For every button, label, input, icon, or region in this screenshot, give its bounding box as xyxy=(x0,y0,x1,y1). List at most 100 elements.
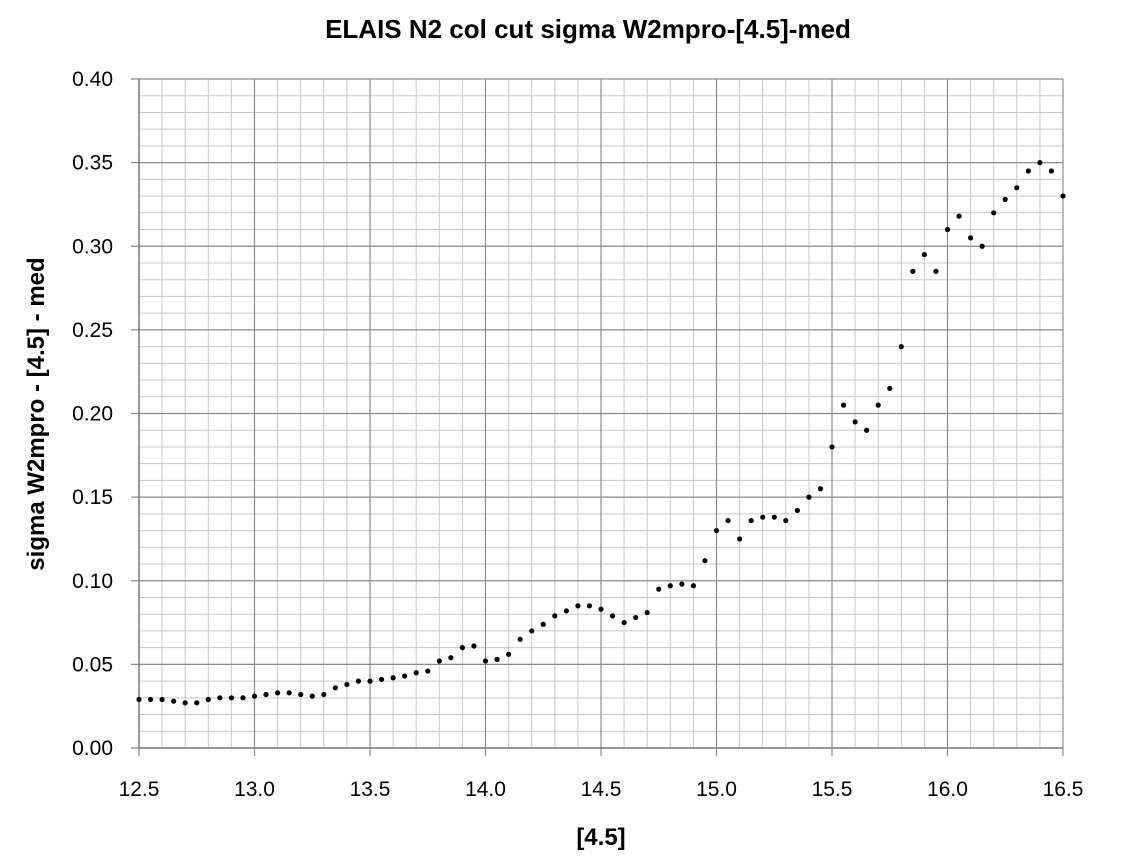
data-point xyxy=(656,586,662,592)
data-point xyxy=(898,344,904,350)
data-point xyxy=(621,619,627,626)
data-point xyxy=(910,268,916,274)
data-point xyxy=(251,693,258,699)
data-point xyxy=(171,698,177,704)
data-point xyxy=(783,517,789,524)
data-point xyxy=(344,681,350,688)
data-point xyxy=(240,695,246,701)
x-tick-label: 13.5 xyxy=(350,778,391,801)
y-tick-label: 0.15 xyxy=(72,486,113,509)
data-point xyxy=(575,603,581,609)
data-point xyxy=(263,691,269,698)
data-point xyxy=(563,608,569,614)
data-point xyxy=(933,268,939,274)
data-point xyxy=(979,243,985,249)
data-point xyxy=(448,655,454,661)
data-point xyxy=(991,210,997,216)
major-grid xyxy=(131,78,1064,756)
data-point xyxy=(1037,160,1043,166)
data-point xyxy=(275,690,281,696)
data-point xyxy=(321,691,327,698)
y-tick-label: 0.00 xyxy=(72,737,113,760)
x-tick-labels: 12.5 13.0 13.5 14.0 14.5 15.0 15.5 16.0 16.5 xyxy=(119,778,1084,801)
x-axis-title: [4.5] xyxy=(576,824,625,851)
x-tick-label: 15.5 xyxy=(812,778,853,801)
data-point xyxy=(794,507,800,514)
x-tick-label: 14.5 xyxy=(581,778,622,801)
data-point xyxy=(702,558,708,564)
data-point xyxy=(921,252,928,258)
data-point xyxy=(806,494,812,500)
data-point xyxy=(194,700,200,706)
data-point xyxy=(609,613,616,619)
y-tick-labels: 0.00 0.05 0.10 0.15 0.20 0.25 0.30 0.35 0.40 xyxy=(72,68,113,760)
data-point xyxy=(136,696,142,703)
data-point xyxy=(494,656,500,662)
data-point xyxy=(586,603,593,609)
data-point xyxy=(298,691,304,698)
data-point xyxy=(159,696,165,703)
data-point xyxy=(332,685,338,691)
data-point xyxy=(1002,196,1008,203)
data-point xyxy=(748,517,754,524)
data-point xyxy=(667,583,673,589)
data-point xyxy=(760,514,766,520)
y-tick-label: 0.25 xyxy=(72,319,113,342)
data-point xyxy=(1014,185,1020,191)
x-tick-label: 16.0 xyxy=(927,778,968,801)
data-point xyxy=(482,658,489,664)
data-point xyxy=(355,678,362,684)
y-tick-label: 0.10 xyxy=(72,570,113,593)
data-point xyxy=(644,609,650,616)
data-point xyxy=(713,527,720,534)
y-tick-label: 0.30 xyxy=(72,235,113,258)
data-point xyxy=(552,613,558,619)
data-point xyxy=(1025,168,1031,174)
data-point xyxy=(517,636,523,642)
x-tick-label: 16.5 xyxy=(1043,778,1084,801)
data-point xyxy=(679,581,685,587)
data-point xyxy=(737,536,743,542)
x-tick-label: 13.0 xyxy=(234,778,275,801)
data-point xyxy=(725,517,731,524)
data-point xyxy=(771,514,777,520)
data-point xyxy=(436,658,442,664)
data-point xyxy=(1048,168,1055,174)
data-point xyxy=(829,444,835,450)
x-tick-label: 15.0 xyxy=(696,778,737,801)
y-tick-label: 0.20 xyxy=(72,403,113,426)
data-point xyxy=(633,614,639,621)
data-point xyxy=(817,486,824,492)
data-point xyxy=(413,670,419,676)
data-point xyxy=(286,690,292,696)
data-point xyxy=(217,695,223,701)
data-point xyxy=(864,427,870,433)
data-point xyxy=(228,695,234,701)
chart-title: ELAIS N2 col cut sigma W2mpro-[4.5]-med xyxy=(325,14,851,44)
y-tick-label: 0.40 xyxy=(72,68,113,91)
data-point xyxy=(690,583,697,589)
x-tick-label: 12.5 xyxy=(119,778,160,801)
data-point xyxy=(944,226,951,233)
data-point xyxy=(378,676,385,683)
data-point xyxy=(875,402,881,408)
data-point xyxy=(367,678,373,684)
y-axis-title: sigma W2mpro - [4.5] - med xyxy=(23,257,50,570)
axes xyxy=(138,79,1063,749)
data-point xyxy=(425,668,431,674)
data-point xyxy=(598,606,604,612)
y-tick-label: 0.35 xyxy=(72,152,113,175)
data-point xyxy=(1060,193,1066,199)
y-tick-label: 0.05 xyxy=(72,653,113,676)
data-point xyxy=(471,643,477,649)
data-point xyxy=(182,700,188,706)
data-points xyxy=(136,160,1066,706)
data-point xyxy=(459,645,465,651)
data-point xyxy=(205,696,211,703)
data-point xyxy=(309,693,315,699)
data-point xyxy=(968,235,974,241)
data-point xyxy=(390,675,396,681)
data-point xyxy=(529,628,535,634)
data-point xyxy=(840,402,847,408)
